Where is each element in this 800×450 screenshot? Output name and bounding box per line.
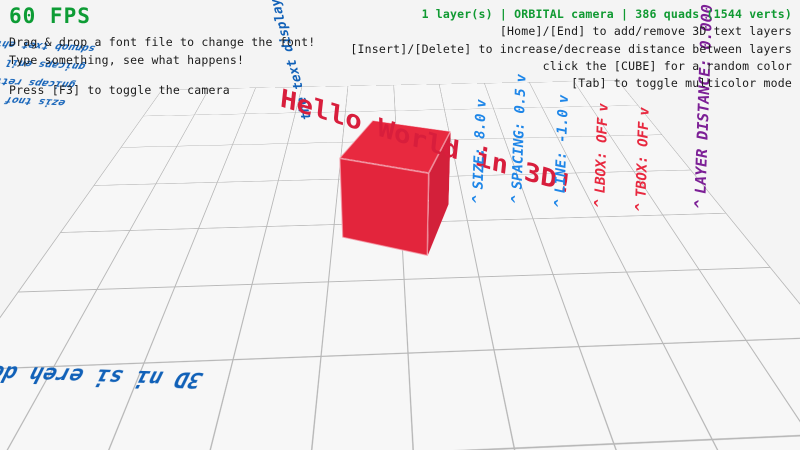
fps-counter: 60 FPS	[9, 4, 91, 28]
scene-stats: 1 layer(s) | ORBITAL camera | 386 quads …	[421, 7, 792, 21]
hint-cube-color: click the [CUBE] for a random color	[542, 58, 792, 73]
param-label-text: TBOX: OFF	[633, 120, 653, 200]
hint-layers: [Home]/[End] to add/remove 3D text layer…	[499, 24, 792, 39]
hint-camera-toggle: Press [F3] to toggle the camera	[9, 82, 230, 97]
hud-right: 1 layer(s) | ORBITAL camera | 386 quads …	[350, 6, 792, 92]
hud-left: 60 FPS Drag & drop a font file to change…	[9, 6, 315, 99]
param-label-text: SIZE: 8.0	[470, 112, 490, 192]
hint-drag-drop: Drag & drop a font file to change the fo…	[9, 35, 316, 49]
param-label-text: LBOX: OFF	[592, 116, 612, 196]
hint-multicolor: [Tab] to toggle multicolor mode	[571, 76, 792, 90]
hint-type: Type something, see what happens!	[9, 52, 245, 67]
hint-layer-distance: [Insert]/[Delete] to increase/decrease d…	[350, 41, 792, 56]
param-label-text: LINE: -1.0	[552, 107, 572, 196]
